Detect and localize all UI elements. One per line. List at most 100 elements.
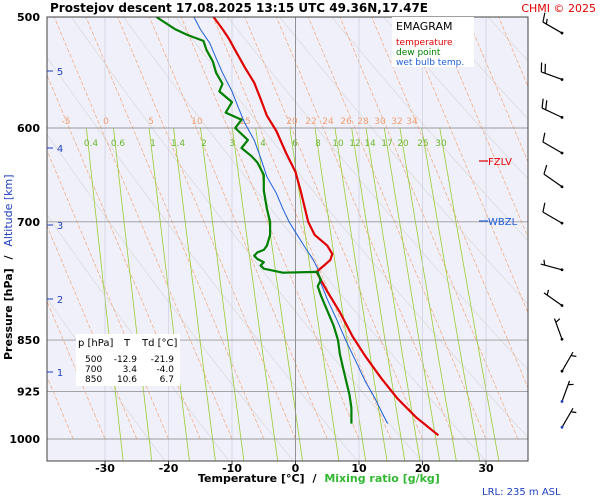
wind-barb-half-feather (546, 289, 550, 296)
mixing-ratio-line (231, 127, 279, 461)
wind-barb-base (560, 369, 564, 373)
mixing-ratio-line (200, 127, 245, 461)
mixing-ratio-label: 1 (150, 139, 156, 149)
moist-adiabat-line (47, 74, 201, 440)
temperature-tick-label: 20 (415, 462, 431, 475)
table-cell: -21.9 (151, 355, 175, 365)
y-axis-title: Pressure [hPa] / Altitude [km] (2, 174, 15, 360)
mixing-ratio-line (289, 127, 340, 461)
wind-barb (560, 407, 577, 429)
x-axis-title-sep: / (312, 472, 317, 485)
wind-barb-base (560, 221, 564, 225)
legend-title: EMAGRAM (396, 20, 453, 33)
altitude-tick-label: 4 (57, 144, 63, 155)
table-cell: 6.7 (160, 375, 174, 385)
mixing-ratio-label: 6 (292, 139, 298, 149)
wind-barb-base (560, 425, 564, 429)
isotherm-label: 26 (340, 117, 352, 127)
fzlv-label: FZLV (488, 157, 512, 168)
mixing-ratio-line (334, 127, 388, 461)
table-header-td: Td [°C] (141, 338, 178, 349)
dry-adiabat-line (122, 17, 487, 461)
altitude-tick-label: 5 (57, 67, 63, 78)
moist-adiabat-line (276, 17, 455, 440)
moist-adiabat-line (47, 225, 138, 440)
dry-adiabat-line (569, 0, 600, 469)
moist-adiabat-line (53, 17, 233, 440)
wind-barb-staff (540, 263, 563, 271)
pressure-tick-label: 600 (17, 122, 40, 135)
plot-frame (46, 16, 529, 462)
moist-adiabat-line (212, 17, 392, 440)
mixing-ratio-label: 2 (201, 139, 207, 149)
moist-adiabat-line (85, 17, 265, 440)
wind-barb (542, 132, 564, 155)
isotherm-label: 5 (148, 117, 154, 127)
wind-barb-base (560, 268, 564, 272)
mixing-ratio-label: 30 (435, 139, 447, 149)
dry-adiabat-line (383, 17, 528, 180)
moist-adiabat-line (339, 17, 519, 440)
mixing-ratio-label: 0.4 (84, 139, 99, 149)
y-axis-title-altitude: Altitude [km] (2, 174, 15, 246)
mixing-ratio-line (365, 127, 421, 461)
altitude-tick-label: 2 (57, 295, 63, 306)
altitude-ticks: 1 2 3 4 5 (47, 67, 63, 379)
dry-adiabat-line (70, 17, 423, 461)
isotherm-label: 10 (191, 117, 203, 127)
wind-barb-staff (542, 211, 563, 224)
pressure-tick-label: 925 (17, 386, 40, 399)
table-cell: 3.4 (123, 365, 138, 375)
temperature-ticks: -30 -20 -10 0 10 20 30 (95, 461, 494, 475)
x-axis-title-mixing: Mixing ratio [g/kg] (324, 472, 440, 485)
wind-barb-base (560, 78, 564, 81)
table-cell: -12.9 (114, 355, 138, 365)
moist-adiabat-line (149, 17, 328, 440)
temperature-tick-label: -10 (222, 462, 242, 475)
dry-adiabat-line (279, 17, 528, 305)
temperature-tick-label: -30 (95, 462, 115, 475)
isotherm-label: 28 (357, 117, 369, 127)
table-box (76, 334, 180, 386)
moist-adiabat-line (47, 149, 169, 440)
wind-barb-half-feather (543, 259, 546, 266)
dry-adiabat-line (47, 214, 230, 461)
mixing-ratio-label: 14 (364, 139, 376, 149)
pressure-tick-label: 850 (17, 334, 40, 347)
wind-barb (542, 12, 564, 35)
wind-barb-base (560, 304, 564, 307)
series-dew-point (155, 17, 353, 424)
wind-barb-base (560, 151, 564, 155)
wind-barb-feather (542, 202, 546, 213)
table-header-t: T (123, 338, 131, 349)
mixing-ratio-label: 17 (381, 139, 392, 149)
dry-adiabat-line (47, 297, 166, 461)
wind-barb-half-feather (570, 354, 577, 357)
mixing-ratio-line (86, 127, 124, 461)
wind-barb (543, 164, 564, 189)
mixing-ratio-line (173, 127, 216, 461)
mixing-ratio-label: 1.4 (171, 139, 186, 149)
isotherm-label: -5 (62, 117, 71, 127)
wind-barb-staff (542, 21, 563, 34)
mixing-ratio-label: 0.6 (111, 139, 126, 149)
mixing-ratio-line (399, 127, 457, 461)
moist-adiabat-line (403, 17, 528, 314)
mixing-ratio-line (383, 127, 441, 461)
wind-barb-half-feather (570, 411, 577, 414)
y-axis-title-pressure: Pressure [hPa] (2, 268, 15, 360)
wind-barb-base (560, 185, 564, 189)
wbzl-marker: WBZL (479, 217, 518, 228)
isotherm-label: 20 (286, 117, 298, 127)
grid-layer: 0.4 0.6 1 1.4 2 3 4 6 8 10 12 14 17 20 25 30-5 0 5 10 15 20 2… (47, 0, 600, 469)
wind-barb (560, 351, 577, 373)
mixing-ratio-label: 12 (349, 139, 360, 149)
x-axis-title: Temperature [°C] / Mixing ratio [g/kg] (198, 472, 440, 485)
mixing-ratio-line (421, 127, 481, 461)
moist-adiabat-line (434, 17, 528, 239)
wind-barb-staff (543, 292, 563, 306)
mixing-ratio-line (113, 127, 153, 461)
level-table: p [hPa] T Td [°C] 500 -12.9 -21.9 700 3.… (76, 334, 180, 386)
wind-barbs (540, 12, 577, 429)
isotherm-label: 0 (103, 117, 109, 127)
